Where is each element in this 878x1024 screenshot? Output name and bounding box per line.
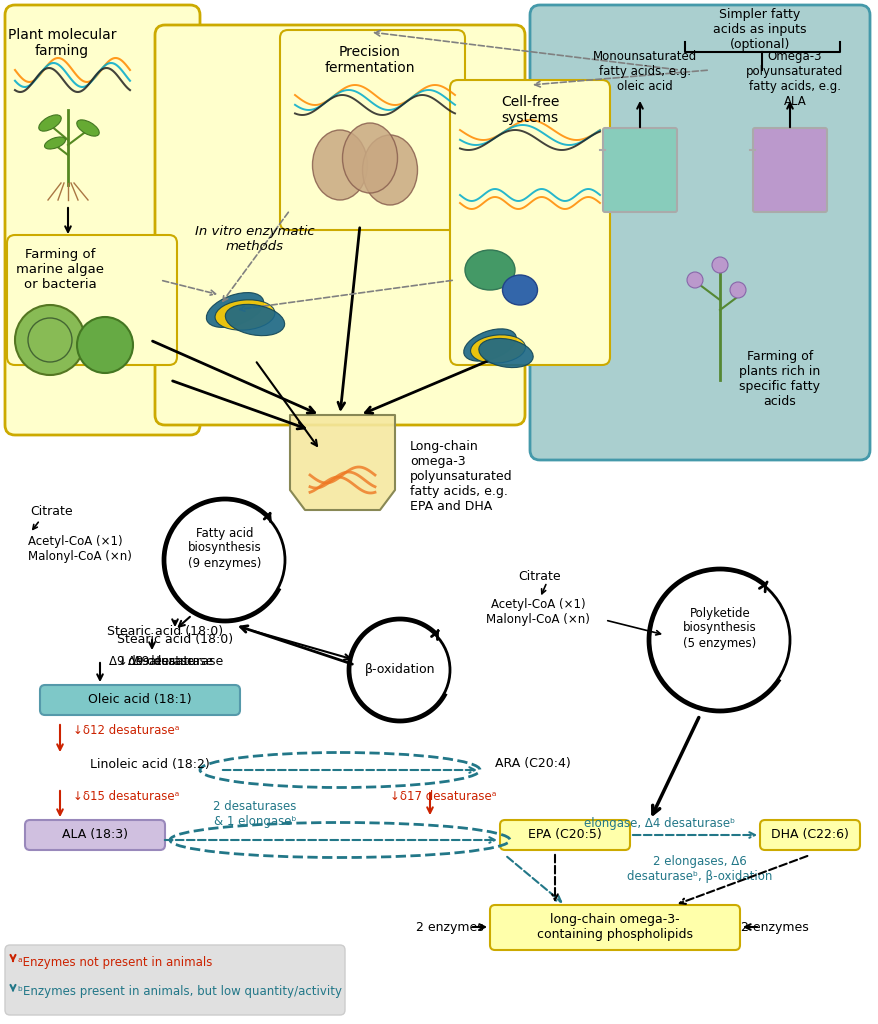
Ellipse shape [479,338,533,368]
Text: ᵃEnzymes not present in animals: ᵃEnzymes not present in animals [18,956,212,969]
Text: Simpler fatty
acids as inputs
(optional): Simpler fatty acids as inputs (optional) [712,8,806,51]
Text: ᵇEnzymes present in animals, but low quantity/activity: ᵇEnzymes present in animals, but low qua… [18,985,342,998]
Text: Omega-3
polyunsaturated
fatty acids, e.g.
ALA: Omega-3 polyunsaturated fatty acids, e.g… [745,50,843,108]
Text: Long-chain
omega-3
polyunsaturated
fatty acids, e.g.
EPA and DHA: Long-chain omega-3 polyunsaturated fatty… [409,440,512,513]
FancyBboxPatch shape [759,820,859,850]
Text: ALA (18:3): ALA (18:3) [62,828,128,842]
Text: Oleic acid (18:1): Oleic acid (18:1) [88,693,191,707]
Text: Farming of
marine algae
or bacteria: Farming of marine algae or bacteria [16,248,104,291]
FancyBboxPatch shape [5,5,200,435]
Text: Linoleic acid (18:2): Linoleic acid (18:2) [90,758,210,771]
Circle shape [729,282,745,298]
Text: Acetyl-CoA (×1)
Malonyl-CoA (×n): Acetyl-CoA (×1) Malonyl-CoA (×n) [486,598,589,626]
Text: Stearic acid (18:0): Stearic acid (18:0) [117,633,233,646]
Circle shape [15,305,85,375]
Text: long-chain omega-3-
containing phospholipids: long-chain omega-3- containing phospholi… [536,913,692,941]
Ellipse shape [362,135,417,205]
Text: 2 elongases, Δ6
desaturaseᵇ, β-oxidation: 2 elongases, Δ6 desaturaseᵇ, β-oxidation [627,855,772,883]
Circle shape [649,570,789,710]
Text: Farming of
plants rich in
specific fatty
acids: Farming of plants rich in specific fatty… [738,350,820,408]
FancyBboxPatch shape [602,128,676,212]
FancyBboxPatch shape [5,945,344,1015]
Circle shape [77,317,133,373]
Text: Acetyl-CoA (×1)
Malonyl-CoA (×n): Acetyl-CoA (×1) Malonyl-CoA (×n) [28,535,132,563]
Text: ↓δ12 desaturaseᵃ: ↓δ12 desaturaseᵃ [73,724,179,737]
Ellipse shape [464,250,515,290]
FancyBboxPatch shape [752,128,826,212]
Ellipse shape [464,329,515,361]
Circle shape [687,272,702,288]
Text: Plant molecular
farming: Plant molecular farming [8,28,116,58]
Text: β-oxidation: β-oxidation [364,664,435,677]
Circle shape [711,257,727,273]
Text: Δ9 desaturase: Δ9 desaturase [109,655,194,668]
Text: ARA (C20:4): ARA (C20:4) [494,757,570,769]
Text: Precision
fermentation: Precision fermentation [324,45,414,75]
FancyBboxPatch shape [450,80,609,365]
Ellipse shape [313,130,367,200]
FancyBboxPatch shape [40,685,240,715]
FancyBboxPatch shape [155,25,524,425]
Ellipse shape [206,293,263,328]
Ellipse shape [45,137,65,150]
Ellipse shape [342,123,397,193]
FancyBboxPatch shape [529,5,869,460]
Text: 2 enzymes: 2 enzymes [415,922,483,935]
Ellipse shape [215,300,275,330]
Ellipse shape [39,115,61,131]
Text: DHA (C22:6): DHA (C22:6) [770,828,848,842]
Text: Fatty acid
biosynthesis
(9 enzymes): Fatty acid biosynthesis (9 enzymes) [188,526,262,569]
Ellipse shape [470,335,525,364]
Text: ↓δ15 desaturaseᵃ: ↓δ15 desaturaseᵃ [73,790,179,803]
Circle shape [349,620,450,720]
Text: Monounsaturated
fatty acids, e.g.
oleic acid: Monounsaturated fatty acids, e.g. oleic … [592,50,696,93]
Circle shape [165,500,284,620]
FancyBboxPatch shape [500,820,630,850]
FancyBboxPatch shape [489,905,739,950]
Text: 2 enzymes: 2 enzymes [740,922,808,935]
Polygon shape [290,415,394,510]
Ellipse shape [502,275,536,305]
Ellipse shape [225,304,284,336]
Text: elongase, Δ4 desaturaseᵇ: elongase, Δ4 desaturaseᵇ [584,817,735,830]
FancyBboxPatch shape [25,820,165,850]
Text: ↓Δ9 desaturase: ↓Δ9 desaturase [118,655,212,668]
Text: Stearic acid (18:0): Stearic acid (18:0) [107,625,223,638]
Text: In vitro enzymatic
methods: In vitro enzymatic methods [195,225,314,253]
Text: Cell-free
systems: Cell-free systems [500,95,558,125]
Text: ↓δ17 desaturaseᵃ: ↓δ17 desaturaseᵃ [390,790,496,803]
FancyBboxPatch shape [7,234,176,365]
Text: Citrate: Citrate [518,570,561,583]
Text: Polyketide
biosynthesis
(5 enzymes): Polyketide biosynthesis (5 enzymes) [682,606,756,649]
Text: EPA (C20:5): EPA (C20:5) [528,828,601,842]
FancyBboxPatch shape [280,30,464,230]
Text: Δ9 desaturase: Δ9 desaturase [133,655,223,668]
Ellipse shape [76,120,99,136]
Text: Citrate: Citrate [30,505,73,518]
Text: 2 desaturases
& 1 elongaseᵇ: 2 desaturases & 1 elongaseᵇ [213,800,297,828]
